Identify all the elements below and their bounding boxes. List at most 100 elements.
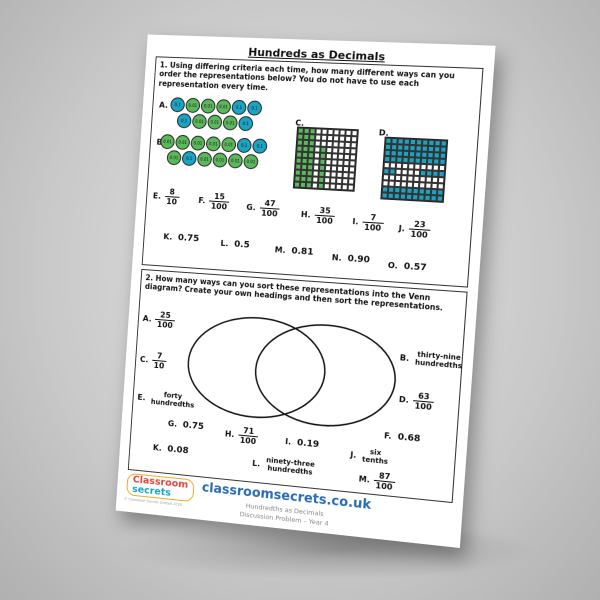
denominator: 10 (166, 197, 178, 207)
place-value-counter: 0.01 (215, 99, 232, 115)
counters-a: 0.1 0.01 0.01 0.01 0.1 0.1 0.1 0.01 0.01 0.01 0.1 (169, 97, 263, 133)
fraction-item: F. 15 100 (198, 191, 230, 212)
item-h: H. 71 100 (224, 424, 259, 446)
decimal-item: K. 0.75 (163, 232, 199, 244)
words: thirty-nine hundredths (413, 350, 465, 371)
item-m: M. 87 100 (358, 469, 396, 492)
fraction-item: J. 23 100 (398, 219, 431, 240)
place-value-counter: 0.1 (236, 137, 253, 154)
denominator: 100 (375, 481, 393, 492)
item-i: I. 0.19 (284, 437, 320, 451)
item-label: O. (387, 260, 399, 271)
item-label: G. (167, 419, 178, 429)
place-value-counter: 0.01 (166, 149, 182, 166)
word-line: tenths (361, 455, 389, 467)
decimal-item: N. 0.90 (331, 253, 371, 266)
fraction: 15 100 (209, 191, 230, 212)
fraction-item: G. 47 100 (246, 198, 281, 219)
decimal-item: L. 0.5 (220, 239, 250, 251)
fraction: 35 100 (314, 205, 336, 226)
place-value-counter: 0.1 (246, 100, 263, 116)
item-label: C. (139, 354, 149, 365)
denominator: 100 (210, 201, 228, 212)
item-j: J. six tenths (350, 446, 391, 467)
item-k: K. 0.08 (153, 443, 189, 456)
item-l: L. ninety-three hundredths (252, 455, 317, 478)
decimal-value: 0.5 (233, 239, 250, 251)
place-value-counter: 0.1 (231, 99, 247, 116)
item-label: B. (399, 353, 410, 363)
place-value-counter: 0.01 (243, 153, 259, 170)
place-value-counter: 0.01 (159, 133, 176, 150)
denominator: 100 (315, 215, 334, 226)
decimal-value: 0.90 (347, 254, 371, 266)
counters-b: 0.01 0.01 0.01 0.01 0.01 0.1 0.1 0.01 0.1 0.01 0.0… (159, 133, 268, 171)
denominator: 10 (153, 360, 165, 371)
item-label: E. (152, 191, 162, 201)
item-label: E. (137, 392, 146, 403)
grid-cell (347, 184, 354, 191)
item-label: I. (284, 437, 292, 447)
place-value-counter: 0.01 (175, 134, 191, 151)
label-a: A. (158, 100, 169, 110)
words: ninety-three hundredths (263, 456, 317, 478)
item-c: C. 7 10 (139, 350, 168, 371)
decimal-value: 0.57 (403, 261, 427, 274)
fraction: 7 100 (362, 212, 385, 233)
fraction-item: I. 7 100 (352, 212, 385, 233)
place-value-counter: 0.01 (227, 153, 244, 169)
item-label: K. (152, 443, 162, 453)
denominator: 100 (239, 435, 257, 447)
denominator: 100 (260, 208, 278, 219)
item-label: N. (331, 253, 342, 263)
decimal-value: 0.08 (167, 444, 189, 457)
item-label: F. (383, 431, 392, 441)
denominator: 100 (414, 401, 433, 412)
item-a: A. 25 100 (142, 309, 176, 330)
item-f: F. 0.68 (384, 431, 421, 444)
words: six tenths (360, 447, 391, 467)
denominator: 100 (363, 222, 382, 233)
item-label: G. (246, 202, 256, 213)
grid-cell (436, 195, 444, 202)
worksheet-page: Hundreds as Decimals 1. Using differing … (115, 34, 496, 549)
denominator: 100 (410, 229, 429, 240)
decimal-item: O. 0.57 (388, 261, 427, 274)
fraction: 25 100 (155, 310, 176, 330)
item-label: L. (220, 238, 229, 249)
fraction: 8 10 (164, 187, 180, 206)
item-label: L. (251, 458, 261, 469)
venn-diagram (170, 302, 415, 441)
item-g: G. 0.75 (168, 419, 205, 432)
fraction-item: H. 35 100 (300, 205, 336, 226)
place-value-counter: 0.1 (181, 150, 197, 167)
item-label: J. (398, 223, 406, 234)
item-label: H. (300, 209, 311, 220)
denominator: 100 (156, 320, 174, 331)
fraction: 47 100 (259, 198, 281, 219)
place-value-counter: 0.01 (190, 135, 206, 151)
item-label: D. (398, 394, 410, 405)
fraction: 63 100 (412, 390, 435, 412)
place-value-counter: 0.1 (251, 138, 268, 155)
place-value-counter: 0.01 (196, 151, 213, 168)
fraction: 23 100 (408, 219, 431, 240)
decimal-value: 0.75 (182, 420, 205, 433)
item-label: A. (142, 314, 152, 324)
venn-circle-right (252, 320, 398, 432)
counter-row: 0.1 0.01 0.01 0.01 0.1 (176, 113, 262, 132)
place-value-counter: 0.01 (222, 115, 238, 131)
hundred-grid-c (292, 126, 359, 192)
decimal-value: 0.75 (177, 233, 200, 245)
item-d: D. 63 100 (398, 390, 435, 412)
place-value-counter: 0.01 (212, 152, 228, 168)
item-label: K. (163, 232, 173, 242)
item-label: M. (274, 245, 286, 255)
place-value-counter: 0.1 (170, 97, 186, 113)
place-value-counter: 0.01 (207, 114, 223, 130)
words: forty hundredths (149, 390, 197, 411)
place-value-counter: 0.01 (220, 136, 237, 153)
decimal-value: 0.19 (296, 438, 320, 451)
place-value-counter: 0.1 (176, 113, 192, 129)
place-value-counter: 0.01 (200, 98, 216, 114)
